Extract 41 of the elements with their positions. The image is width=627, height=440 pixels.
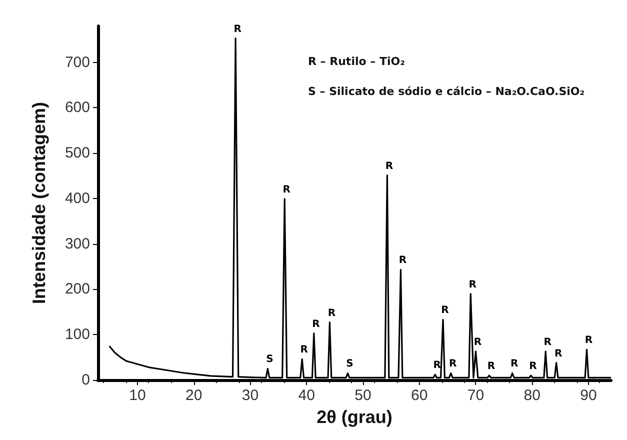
annotation: R <box>510 358 518 370</box>
y-tick-label: 200 <box>64 280 90 298</box>
annotation: R <box>584 335 593 346</box>
annotation: R <box>468 279 477 290</box>
annotation: R <box>487 360 496 372</box>
y-tick-label: 100 <box>64 326 90 344</box>
annotation: R <box>300 344 308 356</box>
x-tick-label: 10 <box>129 387 146 404</box>
annotation: R <box>529 360 538 372</box>
annotation: R <box>234 24 242 35</box>
annotation: S – Silicato de sódio e cálcio – Na₂O.CaO.SiO₂ <box>308 85 585 98</box>
annotation: R <box>398 255 407 266</box>
annotation: R – Rutilo – TiO₂ <box>308 55 406 68</box>
y-tick-label: 600 <box>64 99 90 116</box>
annotation: R <box>433 360 442 372</box>
y-tick-label: 700 <box>64 54 90 71</box>
x-tick-label: 20 <box>185 387 202 404</box>
x-tick-label: 40 <box>298 387 315 404</box>
annotation: R <box>282 184 291 196</box>
y-axis-title: Intensidade (contagem) <box>29 102 49 304</box>
y-tick-label: 500 <box>64 144 90 162</box>
annotation: R <box>328 308 336 319</box>
annotation: R <box>441 305 450 316</box>
y-tick-label: 0 <box>82 372 90 388</box>
x-axis-title: 2θ (grau) <box>316 407 392 427</box>
x-tick-label: 80 <box>524 387 540 404</box>
x-tick-label: 90 <box>580 387 597 404</box>
annotation: R <box>474 336 482 348</box>
x-tick-label: 30 <box>242 387 259 404</box>
annotation: R <box>449 358 458 370</box>
annotation: R <box>544 336 552 348</box>
annotation: R <box>554 348 562 360</box>
x-tick-label: 60 <box>410 387 428 404</box>
x-tick-label: 50 <box>354 387 372 404</box>
annotation: R <box>312 318 320 330</box>
x-tick-label: 70 <box>467 387 484 404</box>
annotation: R <box>385 160 394 172</box>
y-tick-label: 300 <box>64 235 90 252</box>
annotation: S <box>346 358 354 370</box>
annotation: S <box>266 354 274 366</box>
y-tick-label: 400 <box>64 190 90 207</box>
